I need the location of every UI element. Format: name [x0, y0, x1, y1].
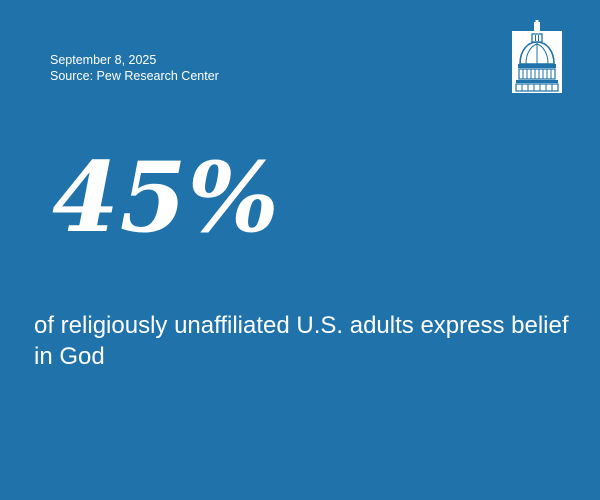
date-text: September 8, 2025 — [50, 53, 157, 67]
stat-value: 45% — [52, 141, 280, 254]
stat-caption: of religiously unaffiliated U.S. adults … — [34, 312, 569, 370]
capitol-dome-icon — [512, 20, 562, 93]
meta-info: September 8, 2025 Source: Pew Research C… — [50, 52, 219, 84]
source-text: Source: Pew Research Center — [50, 69, 219, 83]
